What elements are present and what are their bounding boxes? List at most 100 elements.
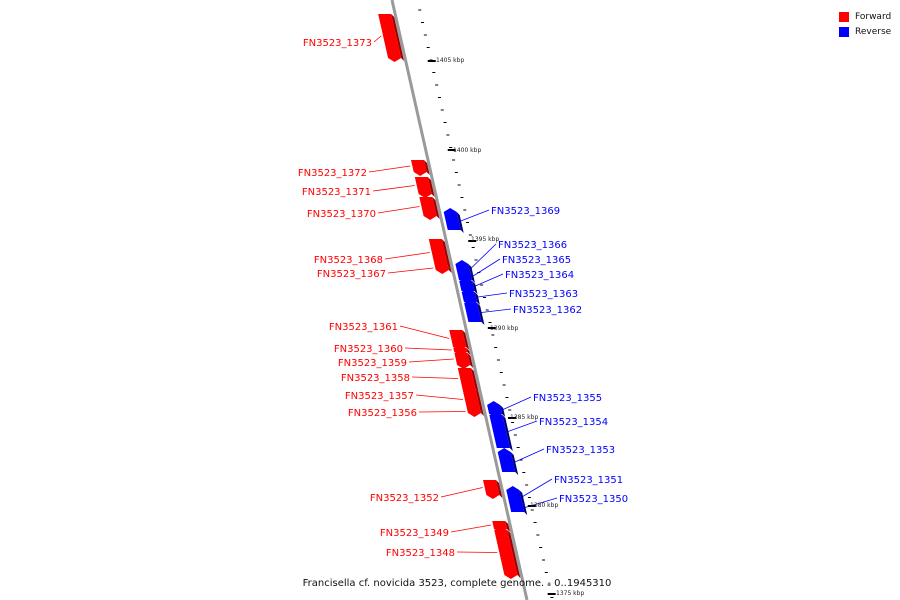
gene-side [496,480,503,498]
scale-label: 1405 kbp [436,57,464,64]
gene-label: FN3523_1364 [505,270,574,281]
genome-backbone [390,0,529,600]
leader-line [450,524,492,533]
arrow-up-icon [461,288,475,292]
gene-side [505,521,511,532]
leader-line [502,396,532,410]
reverse-gene [509,499,528,515]
leader-line [387,267,434,274]
arrow-down-icon [413,172,427,176]
gene-face [428,239,448,266]
arrow-down-icon [457,365,471,369]
gene-side [391,14,405,61]
arrow-down-icon [423,216,437,220]
scale-label: 1395 kbp [471,236,499,243]
gene-label: FN3523_1367 [317,269,386,280]
forward-swatch-icon [839,11,849,22]
legend-item-forward: Forward [839,9,891,24]
scale-label: 1380 kbp [530,502,558,509]
leader-line [475,273,504,287]
gene-label: FN3523_1359 [338,358,407,369]
leader-line [440,487,483,498]
arrow-up-icon [497,448,511,452]
forward-gene [454,353,474,369]
leader-line [514,448,545,463]
gene-label: FN3523_1363 [509,289,578,300]
gene-side [432,197,440,219]
gene-face [467,410,481,413]
leader-line [456,551,498,553]
leader-line [418,411,466,413]
gene-side [507,530,521,578]
leader-line [460,209,490,222]
gene-label: FN3523_1357 [345,391,414,402]
arrow-up-icon [509,499,523,503]
gene-label: FN3523_1366 [498,240,567,251]
leader-line [404,347,452,351]
gene-side [427,177,435,197]
gene-face [454,353,471,365]
gene-side [467,353,474,368]
reverse-gene [464,299,485,325]
leader-line [415,394,463,400]
forward-gene [483,480,503,499]
gene-side [466,348,471,355]
leader-line [368,165,411,173]
gene-label: FN3523_1360 [334,344,403,355]
gene-side [500,405,506,417]
gene-face [411,160,427,172]
arrow-up-icon [489,411,503,415]
forward-gene [467,410,484,417]
gene-side [470,368,479,392]
leader-line [399,325,450,339]
arrow-up-icon [459,277,473,281]
arrow-down-icon [504,575,518,579]
gene-side [519,490,526,506]
arrow-down-icon [467,413,481,417]
gene-side [477,303,485,325]
gene-face [414,177,432,194]
gene-label: FN3523_1369 [491,206,560,217]
gene-label: FN3523_1352 [370,493,439,504]
gene-face [443,212,461,230]
reverse-swatch-icon [839,26,849,37]
gene-label: FN3523_1372 [298,168,367,179]
reverse-gene [487,401,506,417]
gene-label: FN3523_1356 [348,408,417,419]
genome-caption: Francisella cf. novicida 3523, complete … [302,578,612,589]
reverse-gene [506,486,526,506]
gene-face [457,272,472,280]
gene-face [464,303,482,322]
gene-face [419,197,437,216]
gene-label: FN3523_1348 [386,548,455,559]
reverse-gene [443,208,464,233]
arrow-up-icon [443,208,457,212]
label-leader-lines [368,35,558,553]
arrow-up-icon [455,260,469,264]
gene-side [447,266,452,273]
forward-gene [378,14,405,62]
gene-label: FN3523_1365 [502,255,571,266]
forward-gene [494,530,521,579]
arrow-up-icon [457,268,471,272]
forward-gene [414,177,435,198]
gene-side [480,410,484,416]
leader-line [481,308,512,313]
leader-line [477,292,508,298]
gene-face [461,292,477,302]
legend: Forward Reverse [839,9,891,39]
arrow-down-icon [418,194,432,198]
legend-label-forward: Forward [855,11,892,22]
legend-label-reverse: Reverse [855,26,892,37]
position-ticks [418,9,554,598]
gene-face [378,14,402,58]
leader-line [373,35,382,43]
forward-gene [419,197,440,220]
gene-label: FN3523_1371 [302,187,371,198]
gene-face [509,503,525,512]
arrow-up-icon [506,486,520,490]
leader-line [372,185,415,192]
leader-line [411,376,459,379]
gene-side [472,281,478,294]
